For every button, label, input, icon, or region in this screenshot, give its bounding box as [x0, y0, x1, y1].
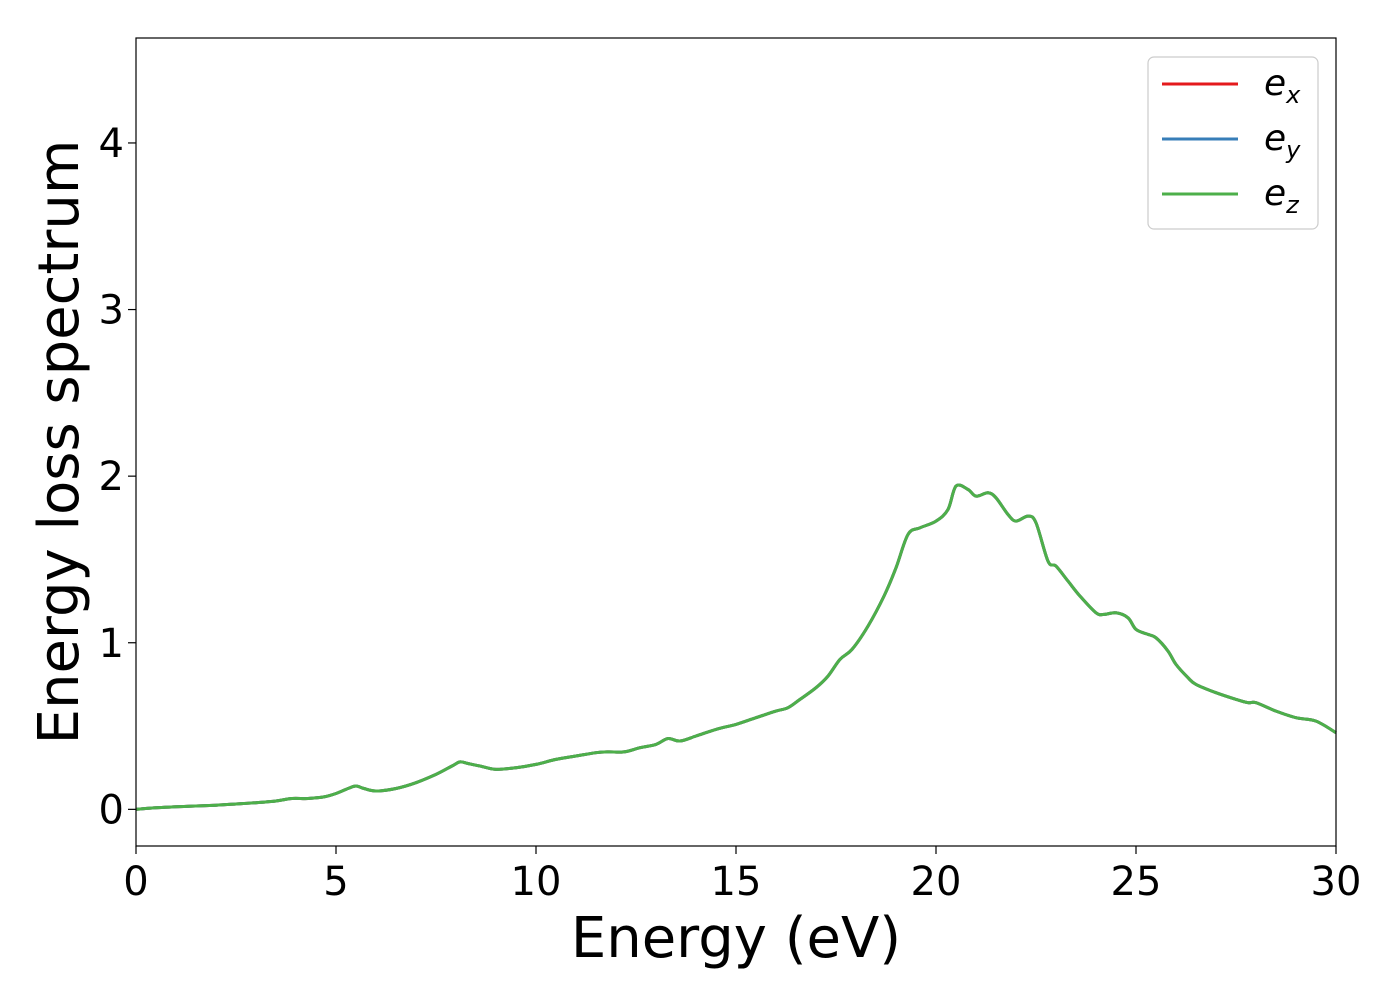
legend-label-subscript: x — [1285, 81, 1301, 109]
legend-label-base: e — [1264, 118, 1286, 159]
x-axis-ticks: 0 5 10 15 20 25 30 — [123, 846, 1361, 905]
legend-label-base: e — [1264, 63, 1286, 104]
legend-label: ey — [1264, 118, 1301, 164]
x-tick-label: 20 — [911, 859, 962, 905]
x-tick-label: 30 — [1311, 859, 1362, 905]
y-tick-label: 3 — [99, 288, 124, 334]
x-tick-label: 10 — [511, 859, 562, 905]
y-tick-label: 2 — [99, 454, 124, 500]
x-axis-title: Energy (eV) — [571, 906, 901, 971]
legend-box — [1147, 56, 1319, 230]
y-tick-label: 4 — [99, 121, 124, 167]
legend-label: ex — [1264, 63, 1301, 109]
plot-background — [136, 38, 1336, 846]
legend-label-subscript: y — [1285, 136, 1301, 164]
y-axis-title: Energy loss spectrum — [27, 140, 92, 745]
x-tick-label: 0 — [123, 859, 148, 905]
series-layer — [135, 483, 1337, 811]
legend-label-subscript: z — [1285, 191, 1300, 219]
y-tick-label: 0 — [99, 787, 124, 833]
x-tick-label: 25 — [1111, 859, 1162, 905]
series-line-e-z — [135, 483, 1337, 811]
x-tick-label: 5 — [323, 859, 348, 905]
y-axis-ticks: 0 1 2 3 4 — [99, 121, 136, 833]
legend-label: ez — [1264, 173, 1300, 219]
y-tick-label: 1 — [99, 621, 124, 667]
x-tick-label: 15 — [711, 859, 762, 905]
legend-label-base: e — [1264, 173, 1286, 214]
